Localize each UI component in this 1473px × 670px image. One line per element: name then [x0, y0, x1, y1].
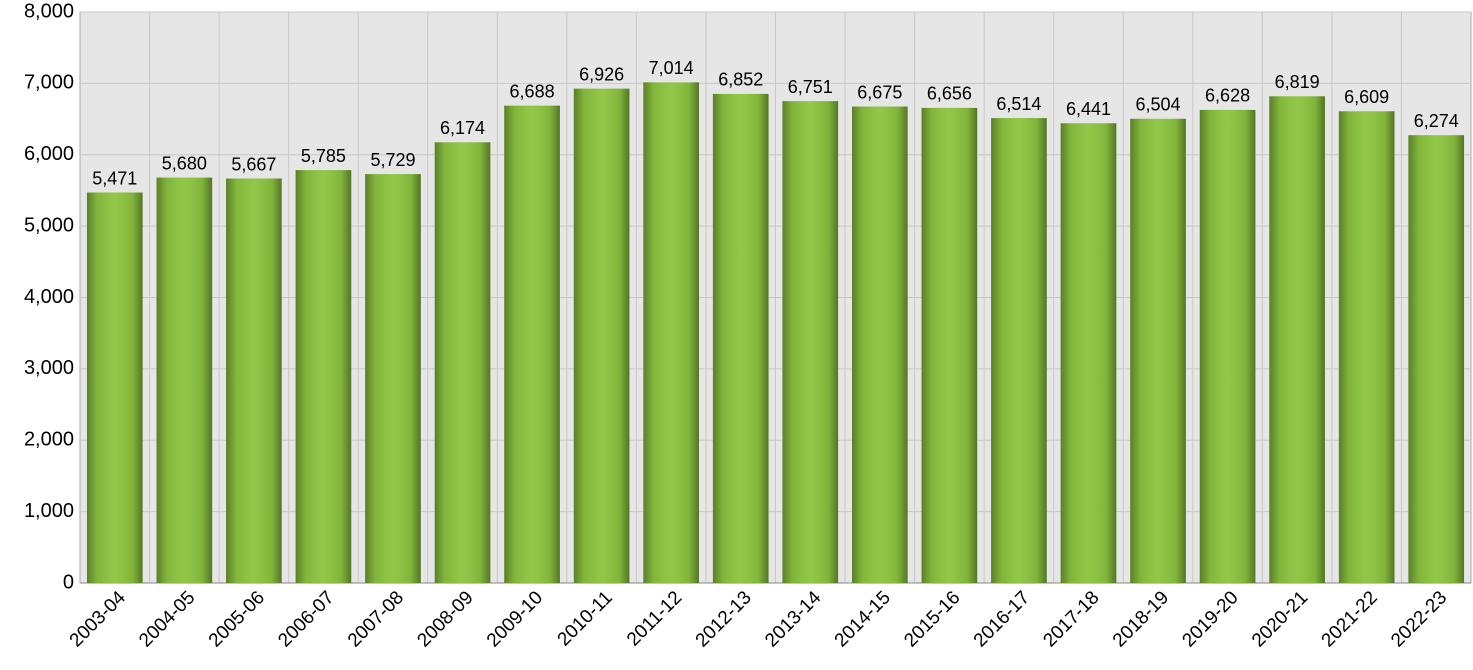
- value-label: 6,628: [1205, 86, 1250, 106]
- bar-shade: [504, 105, 560, 584]
- x-tick-label: 2011-12: [623, 587, 686, 650]
- bar-shade: [156, 177, 213, 583]
- bar-shade: [782, 101, 839, 584]
- bar-shade: [295, 170, 352, 583]
- x-tick-label: 2006-07: [274, 587, 338, 651]
- value-label: 5,667: [231, 154, 276, 174]
- bar-shade: [1269, 96, 1325, 583]
- bar-shade: [226, 178, 282, 583]
- bar-shade: [852, 106, 908, 584]
- value-label: 5,785: [301, 146, 346, 166]
- value-label: 6,819: [1275, 72, 1320, 92]
- value-label: 5,729: [370, 150, 415, 170]
- value-label: 6,926: [579, 64, 624, 84]
- value-label: 5,680: [162, 153, 207, 173]
- y-tick-label: 1,000: [24, 500, 74, 522]
- bar-shade: [1060, 123, 1117, 584]
- bar-shade: [643, 82, 699, 584]
- x-tick-label: 2021-22: [1318, 587, 1382, 651]
- x-tick-label: 2016-17: [970, 587, 1034, 651]
- bar-shade: [434, 142, 491, 583]
- value-label: 6,514: [996, 94, 1041, 114]
- value-label: 7,014: [649, 58, 694, 78]
- bar-shade: [991, 118, 1047, 584]
- bar-shade: [86, 192, 143, 583]
- value-label: 6,852: [718, 70, 763, 90]
- y-tick-label: 0: [63, 571, 74, 593]
- value-label: 6,504: [1136, 95, 1181, 115]
- value-label: 6,751: [788, 77, 833, 97]
- x-tick-label: 2013-14: [761, 587, 825, 651]
- bar-shade: [921, 107, 978, 583]
- bar-shade: [1199, 109, 1256, 583]
- value-label: 6,656: [927, 84, 972, 104]
- x-tick-label: 2004-05: [135, 587, 199, 651]
- bar-shade: [1130, 118, 1186, 583]
- bar-shade: [1338, 111, 1395, 583]
- x-tick-label: 2018-19: [1109, 587, 1173, 651]
- value-label: 6,441: [1066, 99, 1111, 119]
- x-tick-label: 2012-13: [692, 587, 756, 651]
- x-tick-label: 2010-11: [554, 587, 617, 650]
- x-tick-label: 2022-23: [1387, 587, 1451, 651]
- value-label: 6,688: [510, 81, 555, 101]
- x-tick-label: 2017-18: [1039, 587, 1103, 651]
- bar-shade: [1408, 135, 1465, 584]
- x-tick-label: 2008-09: [413, 587, 477, 651]
- y-tick-label: 2,000: [24, 429, 74, 451]
- value-label: 6,174: [440, 118, 485, 138]
- y-tick-label: 8,000: [24, 0, 74, 22]
- x-tick-label: 2019-20: [1178, 587, 1242, 651]
- value-label: 6,609: [1344, 87, 1389, 107]
- value-label: 6,274: [1414, 111, 1459, 131]
- x-tick-label: 2005-06: [205, 587, 269, 651]
- x-tick-label: 2020-21: [1248, 587, 1312, 651]
- x-tick-label: 2009-10: [483, 587, 547, 651]
- y-tick-label: 7,000: [24, 72, 74, 94]
- x-tick-label: 2015-16: [900, 587, 964, 651]
- bar-shade: [365, 174, 421, 583]
- x-tick-label: 2007-08: [344, 587, 408, 651]
- value-label: 5,471: [92, 168, 137, 188]
- value-label: 6,675: [857, 82, 902, 102]
- x-tick-label: 2003-04: [66, 587, 130, 651]
- y-tick-label: 4,000: [24, 286, 74, 308]
- y-tick-label: 5,000: [24, 214, 74, 236]
- bar-shade: [573, 88, 630, 584]
- bar-shade: [712, 93, 769, 583]
- x-tick-label: 2014-15: [831, 587, 895, 651]
- y-tick-label: 6,000: [24, 143, 74, 165]
- y-tick-label: 3,000: [24, 357, 74, 379]
